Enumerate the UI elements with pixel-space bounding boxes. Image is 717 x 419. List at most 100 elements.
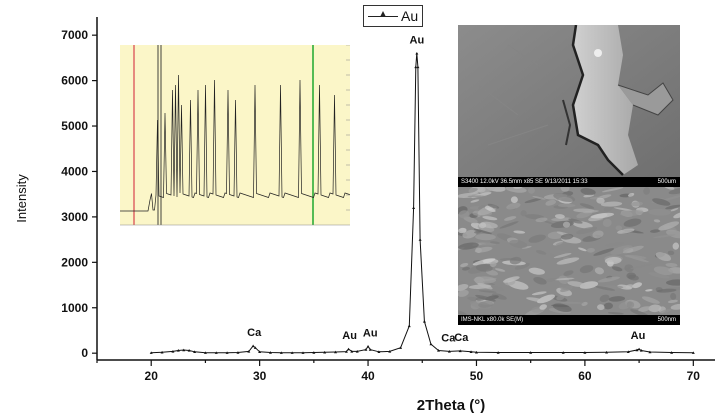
sem2-grain [560,301,584,304]
sem-top-caption-bar: S3400 12.0kV 36.5mm x85 SE 9/13/2011 15:… [458,177,680,187]
sem2-grain [583,210,599,214]
data-point-marker [203,351,207,354]
sem2-grain [601,187,624,193]
data-point-marker [301,351,305,354]
sem2-grain [624,264,634,273]
data-point-marker [399,346,403,349]
peak-annotation-label: Au [342,330,357,342]
chart-legend: Au [363,5,423,27]
y-tick-label: 1000 [61,301,88,315]
sem2-grain [502,276,520,283]
sem2-grain [467,195,489,198]
y-tick-label: 0 [81,346,88,360]
sem2-grain [473,276,496,284]
data-point-marker [415,51,419,55]
data-point-marker [583,351,587,354]
sem2-grain [579,203,595,209]
data-point-marker [418,238,422,241]
data-point-marker [422,319,426,323]
sem2-grain [533,277,547,285]
sem2-grain [667,250,675,256]
sem2-grain [665,262,678,268]
sem2-grain [666,279,680,286]
data-point-marker [334,350,338,354]
sem2-grain [663,187,675,190]
sem2-grain [645,289,653,292]
data-point-marker [635,348,639,352]
sem2-grain [463,216,478,224]
data-point-marker [160,350,164,354]
sem2-grain [563,270,574,276]
data-point-marker [691,351,695,354]
data-point-marker [253,346,257,349]
data-point-marker [344,350,348,353]
sem2-grain [458,284,469,292]
sem2-grain [670,292,677,300]
sem2-grain [521,246,532,249]
data-point-marker [355,349,359,353]
sem2-grain [673,212,680,219]
peak-annotation-label: Ca [247,327,262,339]
sem2-grain [510,196,518,204]
sem2-grain [462,267,470,271]
sem2-grain [663,194,680,201]
sem-bottom-scale-label: 500nm [657,317,676,323]
sem2-grain [475,294,496,302]
sem2-grain [492,293,507,300]
sem2-grain [477,205,486,210]
data-point-marker [458,349,462,353]
data-point-marker [347,347,351,351]
sem2-grain [475,264,493,272]
sem2-grain [641,296,660,304]
y-tick-label: 2000 [61,255,88,269]
sem2-grain [627,192,635,197]
sem2-grain [632,282,642,289]
sem2-grain [648,208,671,216]
sem2-grain [620,210,644,217]
sem2-grain [567,281,586,287]
data-point-marker [469,350,473,354]
data-point-marker [251,344,255,348]
sem2-grain [558,203,576,208]
data-point-marker [149,351,153,354]
sem2-grain [524,197,543,204]
sem2-grain [539,304,547,310]
sem2-grain [597,276,620,283]
peak-annotation-label: Ca [441,332,456,344]
sem2-grain [472,258,496,266]
data-point-marker [407,324,411,328]
sem2-grain [592,230,604,239]
sem2-grain [480,242,487,245]
sem2-grain [458,289,469,297]
legend-entry-label: Au [401,8,419,24]
sem2-grain [580,188,596,196]
sem2-grain [509,239,528,249]
peak-annotation-label: Au [363,327,378,339]
data-point-marker [236,351,240,354]
sem2-grain [475,233,496,241]
sem2-grain [653,219,661,223]
sem2-grain [509,256,522,265]
sem2-grain [579,281,599,289]
data-point-marker [377,350,381,354]
peak-annotation-label: Au [631,330,646,342]
sem2-grain [503,216,517,221]
sem2-grain [513,187,523,189]
data-point-marker [366,344,370,348]
sem-top-caption: S3400 12.0kV 36.5mm x85 SE 9/13/2011 15:… [461,179,588,185]
data-point-marker [193,350,197,354]
data-point-marker [412,206,416,210]
data-point-marker [626,350,630,354]
sem2-grain [586,247,595,253]
sem2-grain [490,261,497,268]
data-point-marker [639,349,643,352]
sem2-grain [526,297,546,303]
sem2-grain [596,197,605,204]
sem2-grain [604,256,622,265]
sem2-grain [670,208,679,212]
sem2-grain [458,309,467,316]
sem2-grain [590,212,615,219]
x-tick-label: 20 [145,369,159,383]
sem2-grain [514,262,530,270]
sem2-grain [556,257,580,265]
